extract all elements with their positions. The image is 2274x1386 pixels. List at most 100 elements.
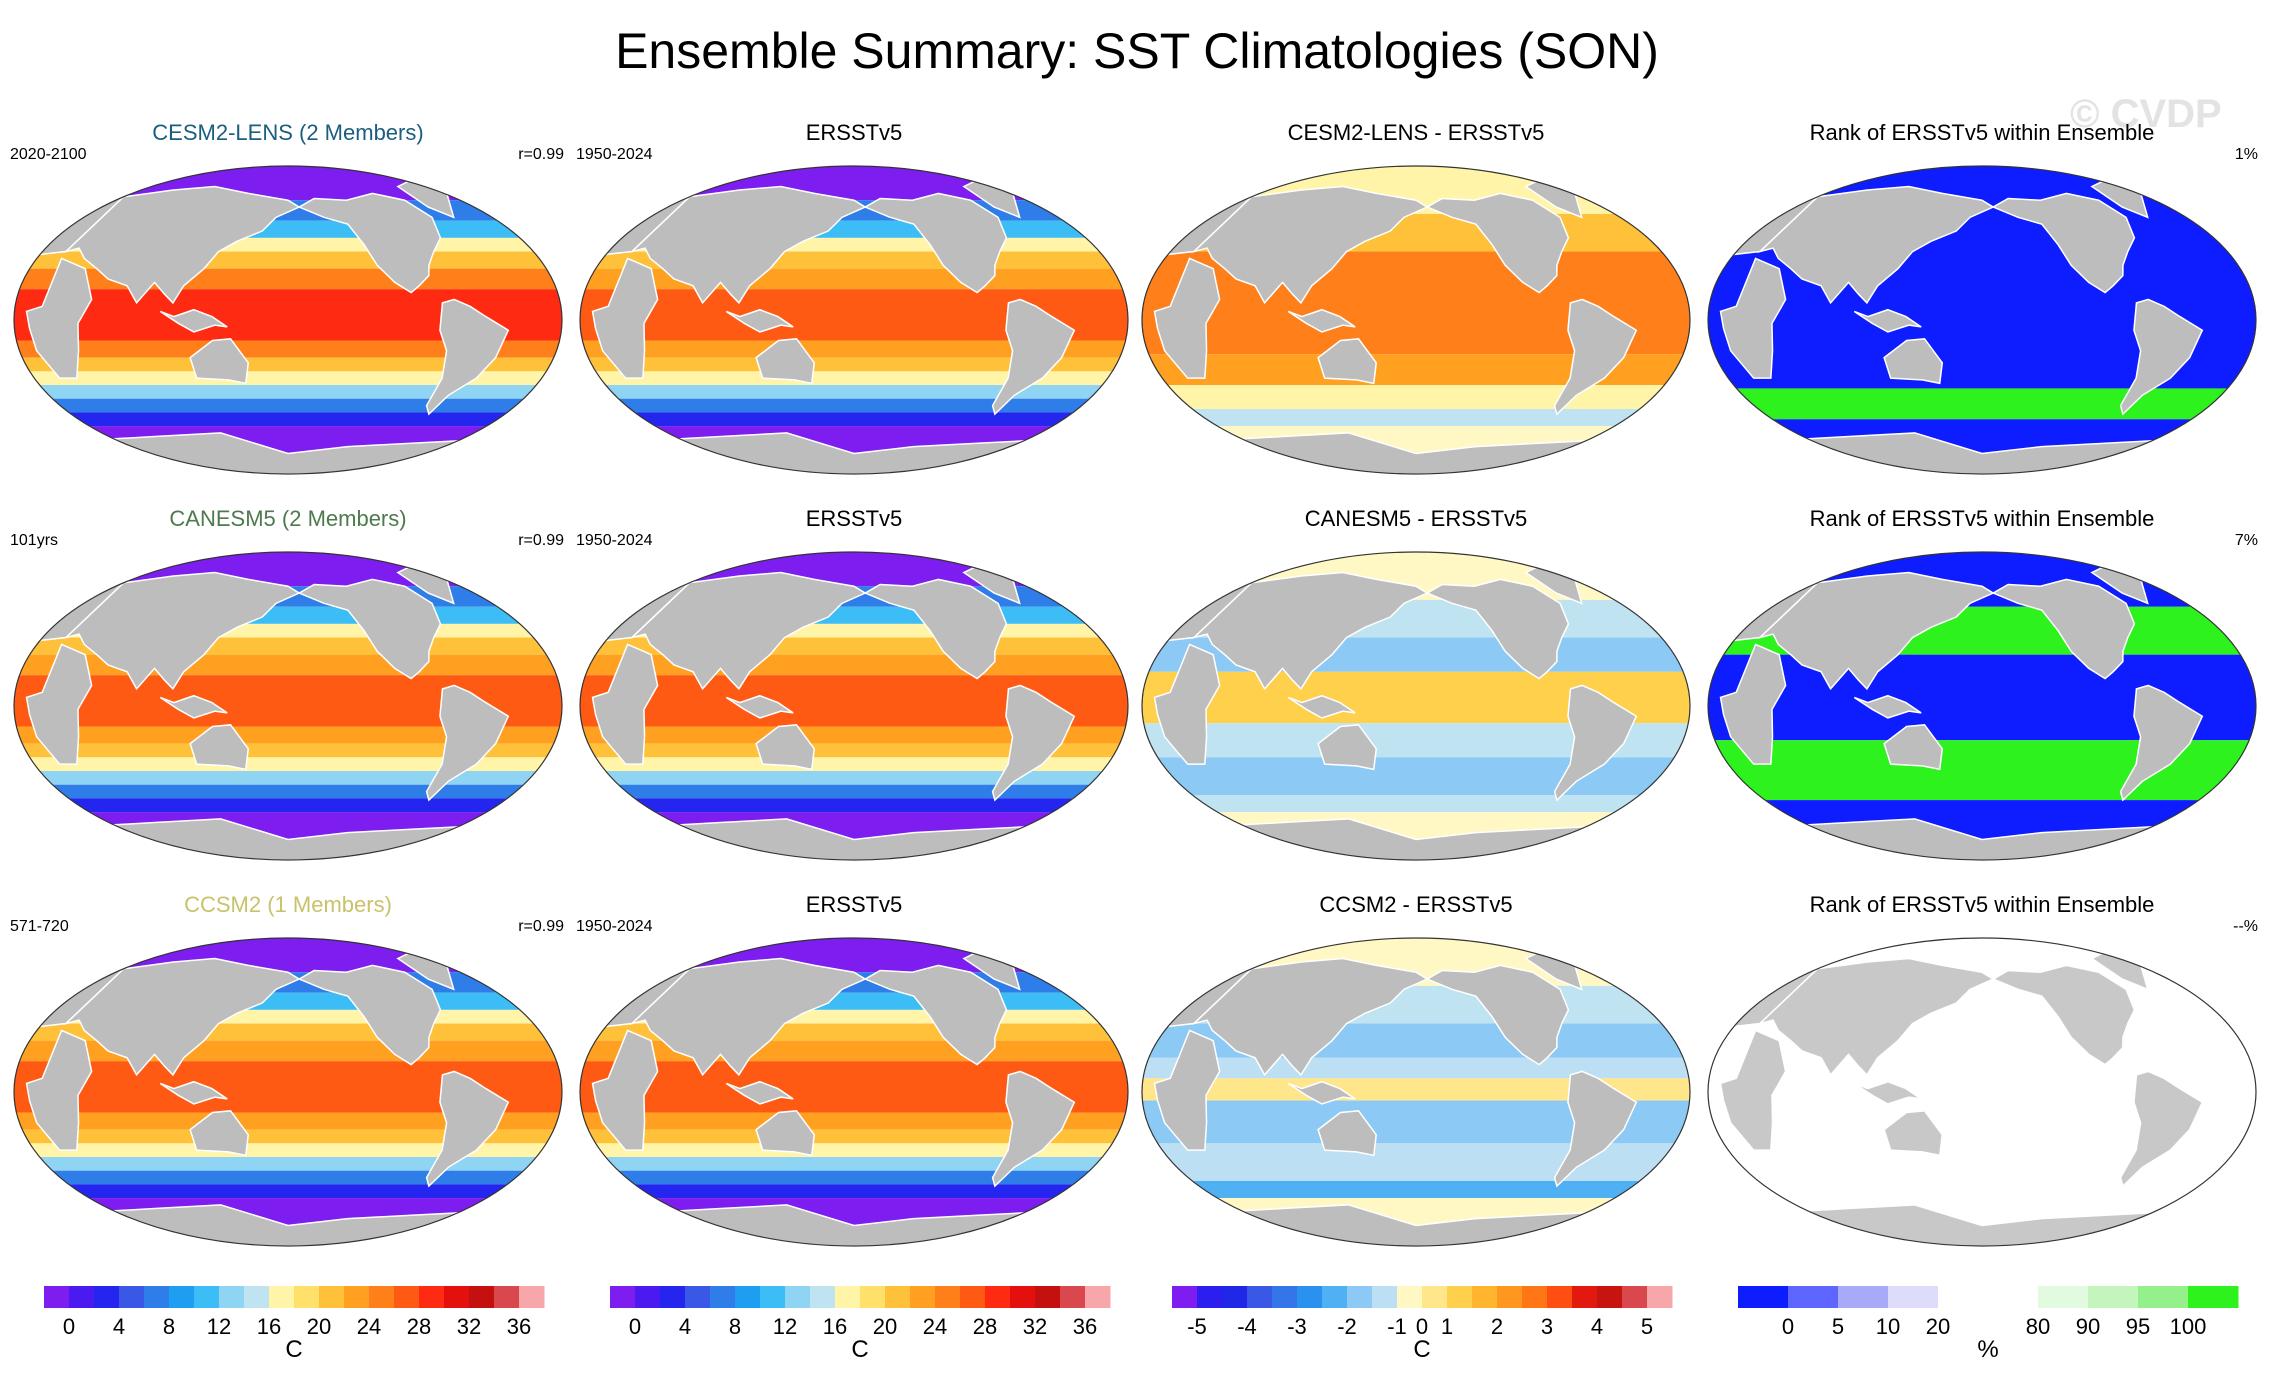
- colorbar-tick-label: 5: [1640, 1314, 1654, 1339]
- colorbar-swatch: [494, 1286, 520, 1308]
- land-mask: [1191, 185, 1429, 305]
- colorbar-swatch: [319, 1286, 345, 1308]
- field-band: [580, 1170, 1128, 1185]
- field-band: [580, 938, 1128, 973]
- land-mask: [1224, 432, 1608, 474]
- panel-title: Rank of ERSSTv5 within Ensemble: [1809, 892, 2155, 917]
- colorbar-tick-label: 16: [256, 1314, 282, 1339]
- colorbar-tick-label: 8: [728, 1314, 742, 1339]
- colorbar-swatch: [1547, 1286, 1573, 1308]
- colorbar-swatch: [1222, 1286, 1248, 1308]
- field-band: [1142, 1057, 1690, 1079]
- land-mask: [1853, 308, 1922, 333]
- field-band: [14, 938, 562, 973]
- land-mask: [189, 724, 250, 771]
- panel-title: Rank of ERSSTv5 within Ensemble: [1809, 506, 2155, 531]
- map-outline: [1707, 937, 2257, 1247]
- colorbar-tick-label: 28: [972, 1314, 998, 1339]
- colorbar: 0 5 10 20 80 90 95 100%: [1738, 1286, 2239, 1363]
- colorbar-swatch: [1938, 1286, 1989, 1308]
- field-band: [14, 357, 562, 372]
- field-band: [580, 166, 1128, 201]
- land-mask: [159, 308, 228, 333]
- colorbar-tick-label: 12: [206, 1314, 232, 1339]
- field-band: [580, 726, 1128, 744]
- map-outline: [13, 937, 563, 1247]
- colorbar-swatch: [885, 1286, 911, 1308]
- panel-title: Rank of ERSSTv5 within Ensemble: [1809, 120, 2155, 145]
- land-mask: [1191, 957, 1429, 1077]
- panel-period: 2020-2100: [10, 146, 87, 163]
- colorbar-tick-label: 80: [2025, 1314, 2051, 1339]
- land-mask: [25, 257, 93, 379]
- land-mask: [159, 1080, 228, 1105]
- map-area: [574, 160, 1134, 480]
- field-band: [1142, 1143, 1690, 1181]
- land-mask: [425, 1070, 510, 1188]
- land-mask: [629, 185, 867, 305]
- land-mask: [1991, 964, 2136, 1066]
- land-mask: [189, 1110, 250, 1157]
- colorbar-swatch: [2138, 1286, 2189, 1308]
- world-map: [1707, 165, 2257, 475]
- field-band: [14, 412, 562, 427]
- colorbar-swatch: [1597, 1286, 1623, 1308]
- panel-title: CESM2-LENS (2 Members): [152, 120, 424, 145]
- land-mask: [1719, 257, 1787, 379]
- colorbar-swatch: [2088, 1286, 2139, 1308]
- land-mask: [991, 298, 1076, 416]
- colorbar-swatch: [1838, 1286, 1889, 1308]
- colorbar-swatch: [444, 1286, 470, 1308]
- map-panel-diff: CANESM5 - ERSSTv5: [1136, 506, 1696, 866]
- map-outline: [1141, 551, 1691, 861]
- colorbar-swatch: [1647, 1286, 1673, 1308]
- colorbar-swatch: [1272, 1286, 1298, 1308]
- world-map: [579, 937, 1129, 1247]
- colorbar-tick-label: 20: [872, 1314, 898, 1339]
- land-mask: [1757, 185, 1995, 305]
- colorbar-swatch: [419, 1286, 445, 1308]
- land-mask: [591, 643, 659, 765]
- map-area: [1136, 160, 1696, 480]
- colorbar-swatch: [269, 1286, 295, 1308]
- field-band: [1142, 385, 1690, 409]
- colorbar-tick-label: 0: [1781, 1314, 1795, 1339]
- colorbar-swatch: [144, 1286, 170, 1308]
- field-band: [580, 654, 1128, 676]
- colorbar-unit: %: [1977, 1336, 1999, 1363]
- map-panel-rank: Rank of ERSSTv5 within Ensemble 1%: [1702, 120, 2262, 480]
- world-map: [13, 165, 563, 475]
- colorbar-swatch: [1988, 1286, 2039, 1308]
- map-panel-obs: ERSSTv5 1950-2024: [574, 506, 1134, 866]
- colorbar-tick-label: 20: [306, 1314, 332, 1339]
- colorbar-swatch: [194, 1286, 220, 1308]
- map-panel-diff: CESM2-LENS - ERSSTv5: [1136, 120, 1696, 480]
- land-mask: [96, 1204, 480, 1246]
- land-mask: [96, 818, 480, 860]
- map-area: [574, 546, 1134, 866]
- land-mask: [297, 578, 442, 680]
- land-mask: [1153, 1029, 1221, 1151]
- field-band: [580, 268, 1128, 290]
- world-map: [1141, 937, 1691, 1247]
- colorbar-swatch: [1297, 1286, 1323, 1308]
- colorbar-swatch: [910, 1286, 936, 1308]
- field-band: [14, 1143, 562, 1158]
- map-panel-obs: ERSSTv5 1950-2024: [574, 892, 1134, 1252]
- panel-title: ERSSTv5: [805, 892, 903, 917]
- land-mask: [863, 192, 1008, 294]
- pattern-correlation: r=0.99: [518, 532, 564, 549]
- world-map: [1707, 551, 2257, 861]
- field-band: [580, 398, 1128, 413]
- field-band: [580, 757, 1128, 772]
- page-title: Ensemble Summary: SST Climatologies (SON…: [615, 23, 1659, 79]
- land-mask: [1553, 684, 1638, 802]
- colorbar-swatch: [1622, 1286, 1648, 1308]
- colorbar-swatch: [169, 1286, 195, 1308]
- field-band: [14, 784, 562, 799]
- colorbar-tick-label: 0: [62, 1314, 76, 1339]
- colorbar-tick-label: 36: [1072, 1314, 1098, 1339]
- colorbar-tick-label: 32: [1022, 1314, 1048, 1339]
- panel-title: CCSM2 - ERSSTv5: [1319, 892, 1513, 917]
- colorbar-swatch: [1738, 1286, 1789, 1308]
